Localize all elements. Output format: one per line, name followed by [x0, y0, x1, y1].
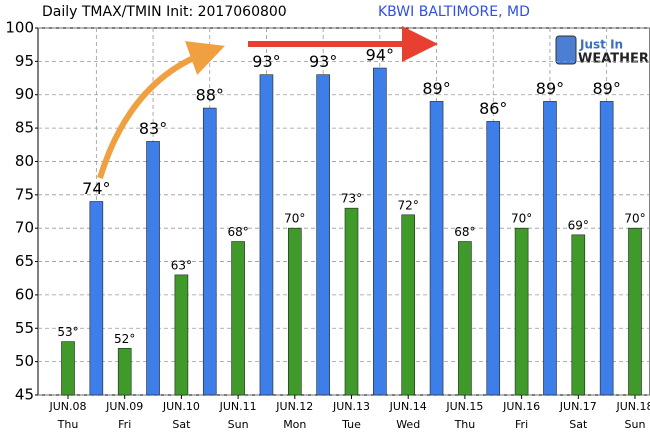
x-tick-label: JUN.16 [502, 400, 540, 413]
data-label: 72° [398, 198, 419, 212]
bar [571, 234, 586, 396]
y-tick-label: 95 [15, 52, 34, 70]
y-tick-label: 45 [15, 386, 34, 404]
y-tick-label: 80 [15, 152, 34, 170]
logo: Just In WEATHER [555, 35, 649, 67]
y-tick-label: 90 [15, 85, 34, 103]
bar [514, 227, 529, 396]
y-tick-label: 60 [15, 285, 34, 303]
bar [429, 101, 444, 396]
y-tick-label: 75 [15, 185, 34, 203]
data-label: 52° [114, 332, 135, 346]
y-tick-label: 65 [15, 252, 34, 270]
chart-subtitle: KBWI BALTIMORE, MD [378, 4, 530, 20]
bar [287, 227, 302, 396]
data-label: 93° [309, 52, 337, 71]
x-weekday-label: Thu [454, 418, 476, 431]
x-weekday-label: Sat [569, 418, 588, 431]
data-label: 70° [511, 212, 532, 226]
data-label: 74° [82, 179, 110, 198]
data-label: 73° [341, 192, 362, 206]
x-tick-label: JUN.18 [615, 400, 650, 413]
bar [316, 74, 330, 396]
x-weekday-label: Fri [515, 418, 528, 431]
y-tick-label: 100 [5, 19, 34, 37]
x-tick-label: JUN.08 [48, 400, 86, 413]
logo-icon [555, 35, 577, 65]
bar [146, 141, 160, 396]
bar [89, 201, 104, 396]
bar [344, 207, 359, 396]
bar [628, 227, 642, 396]
bar [202, 107, 217, 396]
data-label: 93° [252, 52, 280, 71]
logo-line2: WEATHER [578, 52, 649, 67]
bar [117, 347, 132, 396]
bar [174, 274, 189, 396]
data-label: 89° [422, 79, 450, 98]
x-tick-label: JUN.11 [219, 400, 257, 413]
x-tick-label: JUN.12 [275, 400, 313, 413]
x-weekday-label: Thu [57, 418, 79, 431]
bar [373, 67, 387, 396]
bar [401, 214, 416, 396]
x-tick-label: JUN.14 [389, 400, 427, 413]
data-label: 94° [366, 46, 394, 65]
data-label: 70° [624, 212, 645, 226]
bar [486, 121, 501, 396]
data-label: 63° [171, 258, 192, 272]
x-weekday-label: Tue [341, 418, 361, 431]
x-tick-label: JUN.17 [559, 400, 597, 413]
plot-area: 45 50 55 60 65 70 75 80 85 90 95 100 JUN.08 Thu JUN.09… [5, 19, 650, 431]
x-weekday-label: Fri [118, 418, 131, 431]
bar [599, 101, 614, 396]
data-label: 88° [196, 86, 224, 105]
y-tick-label: 50 [15, 352, 34, 370]
y-tick-label: 55 [15, 319, 34, 337]
x-weekday-label: Sun [625, 418, 646, 431]
x-tick-label: JUN.09 [105, 400, 143, 413]
data-label: 68° [227, 225, 248, 239]
data-label: 83° [139, 119, 167, 138]
x-tick-label: JUN.13 [332, 400, 370, 413]
data-label: 53° [57, 325, 78, 339]
data-label: 69° [568, 218, 589, 232]
bar [231, 241, 245, 396]
plot-frame [37, 27, 650, 396]
data-label: 68° [454, 225, 475, 239]
x-tick-label: JUN.10 [162, 400, 200, 413]
data-label: 70° [284, 212, 305, 226]
bar [259, 74, 274, 396]
data-label: 86° [479, 99, 507, 118]
x-weekday-label: Sat [172, 418, 191, 431]
chart-title: Daily TMAX/TMIN Init: 2017060800 [42, 4, 287, 20]
data-label: 89° [592, 79, 620, 98]
trend-arrow [97, 41, 225, 179]
x-weekday-label: Sun [228, 418, 249, 431]
bar [543, 101, 557, 396]
y-tick-label: 70 [15, 219, 34, 237]
logo-line1: Just In [579, 38, 623, 52]
x-tick-label: JUN.15 [445, 400, 483, 413]
x-weekday-label: Mon [283, 418, 306, 431]
data-label: 89° [536, 79, 564, 98]
bar [61, 341, 75, 396]
x-weekday-label: Wed [396, 418, 420, 431]
y-tick-label: 85 [15, 119, 34, 137]
bar [458, 241, 472, 396]
